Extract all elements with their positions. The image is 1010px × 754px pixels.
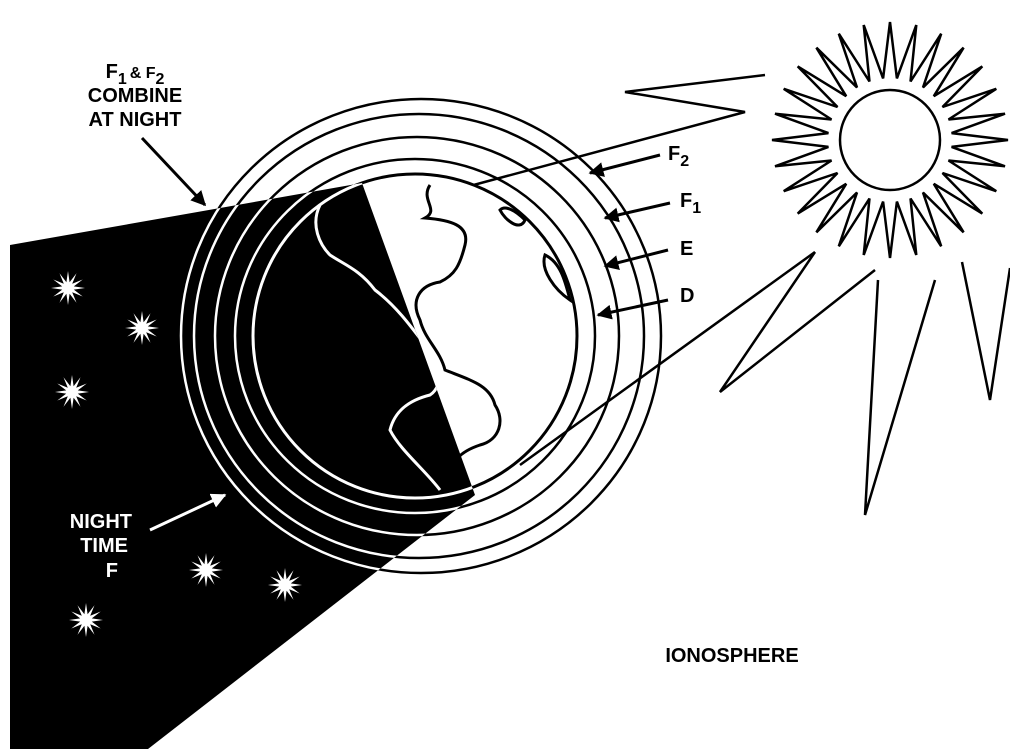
continent — [414, 184, 502, 491]
note-f: F — [106, 61, 118, 83]
layer-label: F2 — [668, 143, 689, 170]
star — [268, 568, 302, 602]
layer-label: D — [680, 285, 694, 307]
night-line: TIME — [80, 535, 128, 557]
star — [125, 311, 159, 345]
layer-sub: 2 — [680, 153, 689, 170]
layer-name: F — [680, 190, 692, 212]
sun-disc — [838, 88, 942, 192]
night-line: NIGHT — [70, 511, 132, 533]
combine-note: F1 & F2 — [106, 61, 165, 88]
ring — [213, 183, 475, 537]
night-side — [10, 183, 475, 749]
layer-sub: 1 — [692, 200, 701, 217]
arrows — [140, 136, 671, 532]
star — [51, 271, 85, 305]
note-sub: 2 — [156, 71, 165, 88]
star — [55, 375, 89, 409]
stars — [51, 271, 302, 637]
sun — [771, 21, 1009, 259]
note-amp: & F — [130, 65, 156, 82]
star — [189, 553, 223, 587]
note-sub: 1 — [118, 71, 127, 88]
note-line: COMBINE — [88, 85, 182, 107]
ring — [233, 183, 475, 515]
continent — [498, 206, 573, 304]
layer-label: E — [680, 238, 693, 260]
note-line: AT NIGHT — [89, 109, 182, 131]
star — [69, 603, 103, 637]
layer-name: F — [668, 143, 680, 165]
layer-label: F1 — [680, 190, 701, 217]
night-label: NIGHT TIME F — [70, 511, 132, 582]
night-line: F — [106, 560, 118, 582]
caption: IONOSPHERE — [665, 645, 798, 667]
